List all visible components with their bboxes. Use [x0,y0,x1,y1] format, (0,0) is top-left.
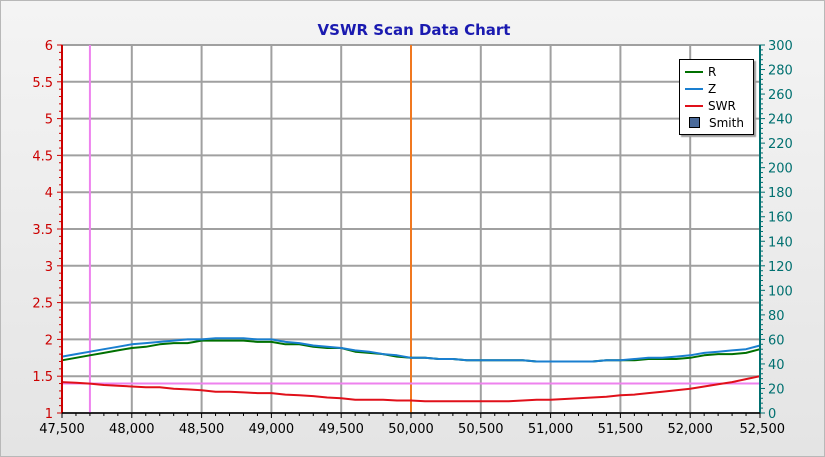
x-axis-tick-label: 47,500 [39,422,85,437]
left-axis-tick-label: 2 [45,333,53,348]
legend-swatch-r [685,70,703,73]
legend-item-smith[interactable]: Smith [685,114,753,131]
legend-swatch-swr [685,104,703,107]
x-axis-tick-label: 52,000 [667,422,713,437]
right-axis-tick-label: 40 [768,358,785,373]
right-axis-tick-label: 120 [768,260,793,275]
series-line-z [61,337,761,363]
series-line-swr [61,375,761,403]
legend-swatch-z [685,87,703,90]
left-axis-tick-label: 2.5 [32,297,53,312]
left-axis-tick-label: 4 [45,186,53,201]
right-axis-tick-label: 60 [768,333,785,348]
right-axis-tick-label: 0 [768,407,776,422]
right-axis-tick-label: 240 [768,113,793,128]
right-axis-tick-label: 280 [768,64,793,79]
right-axis-tick-label: 200 [768,162,793,177]
left-axis-tick-label: 5 [45,113,53,128]
left-axis-tick-label: 3.5 [32,223,53,238]
left-axis-tick-label: 1 [45,407,53,422]
right-axis-tick-label: 20 [768,382,785,397]
x-axis-tick-label: 49,500 [318,422,364,437]
right-axis-tick-label: 260 [768,88,793,103]
left-axis-tick-label: 4.5 [32,149,53,164]
right-axis-tick-label: 180 [768,186,793,201]
left-axis-tick-label: 5.5 [32,76,53,91]
right-axis-tick-label: 220 [768,137,793,152]
legend-item-z[interactable]: Z [685,80,753,97]
legend-swatch-smith [689,117,700,128]
x-axis-tick-label: 49,000 [249,422,295,437]
right-axis-tick-label: 140 [768,235,793,250]
legend-label-r: R [708,64,717,79]
x-axis-tick-label: 51,000 [528,422,574,437]
x-axis-tick-label: 50,500 [458,422,504,437]
legend-item-r[interactable]: R [685,63,753,80]
legend-label-swr: SWR [708,98,736,113]
legend-label-smith: Smith [709,115,744,130]
right-axis-tick-label: 80 [768,309,785,324]
x-axis-tick-label: 52,500 [740,422,786,437]
right-axis-tick-label: 100 [768,284,793,299]
left-axis-tick-label: 3 [45,260,53,275]
x-axis-tick-label: 50,000 [388,422,434,437]
legend-label-z: Z [708,81,717,96]
left-axis-tick-label: 6 [45,39,53,54]
chart-title: VSWR Scan Data Chart [318,21,511,39]
x-axis-tick-label: 48,500 [179,422,225,437]
left-axis-tick-label: 1.5 [32,370,53,385]
right-axis-tick-label: 160 [768,211,793,226]
legend[interactable]: R Z SWR Smith [679,59,754,135]
x-axis-tick-label: 48,000 [109,422,155,437]
right-axis-tick-label: 300 [768,39,793,54]
legend-item-swr[interactable]: SWR [685,97,753,114]
x-axis-tick-label: 51,500 [598,422,644,437]
